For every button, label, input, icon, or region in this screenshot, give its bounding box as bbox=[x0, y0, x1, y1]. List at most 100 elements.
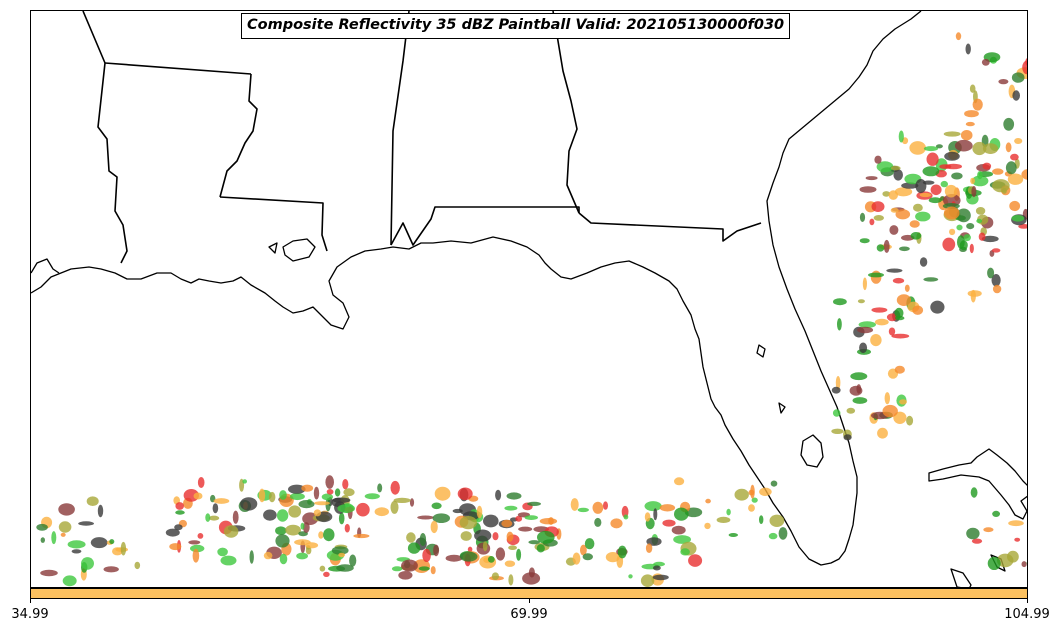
colorbar-tick-min bbox=[30, 599, 31, 603]
reflectivity-cell bbox=[482, 541, 488, 552]
reflectivity-cell bbox=[832, 409, 841, 417]
reflectivity-cell bbox=[951, 172, 963, 180]
reflectivity-cell bbox=[726, 508, 731, 516]
reflectivity-cell bbox=[987, 267, 995, 279]
reflectivity-cell bbox=[343, 488, 355, 497]
reflectivity-cell bbox=[90, 537, 108, 549]
reflectivity-cell bbox=[409, 498, 415, 507]
reflectivity-cell bbox=[175, 510, 185, 515]
reflectivity-cell bbox=[288, 484, 306, 494]
reflectivity-cell bbox=[594, 517, 602, 527]
reflectivity-cell bbox=[232, 510, 239, 524]
reflectivity-cell bbox=[314, 501, 330, 506]
reflectivity-cell bbox=[906, 415, 914, 426]
reflectivity-cell bbox=[506, 531, 514, 542]
reflectivity-cell bbox=[987, 556, 1001, 571]
colorbar-label-min: 34.99 bbox=[11, 607, 49, 622]
reflectivity-cell bbox=[580, 544, 587, 556]
reflectivity-cell bbox=[991, 274, 1001, 287]
reflectivity-cell bbox=[769, 514, 785, 527]
reflectivity-cell bbox=[205, 513, 211, 522]
reflectivity-cell bbox=[319, 565, 326, 572]
reflectivity-cell bbox=[998, 79, 1009, 85]
reflectivity-cell bbox=[930, 300, 945, 314]
reflectivity-cell bbox=[751, 497, 758, 503]
reflectivity-cell bbox=[734, 488, 749, 501]
reflectivity-cell bbox=[915, 179, 927, 193]
reflectivity-cell bbox=[992, 168, 1004, 175]
reflectivity-cell bbox=[862, 277, 868, 291]
reflectivity-cell bbox=[417, 515, 434, 520]
reflectivity-cell bbox=[326, 489, 334, 495]
map-canvas bbox=[31, 11, 1027, 587]
reflectivity-cell bbox=[190, 544, 205, 553]
reflectivity-cell bbox=[971, 538, 983, 544]
reflectivity-cell bbox=[1008, 520, 1024, 527]
reflectivity-cell bbox=[981, 235, 999, 243]
reflectivity-cell bbox=[406, 532, 416, 543]
reflectivity-cell bbox=[944, 184, 958, 198]
reflectivity-cell bbox=[890, 165, 901, 171]
reflectivity-cell bbox=[430, 566, 436, 575]
reflectivity-cell bbox=[460, 531, 472, 541]
reflectivity-cell bbox=[888, 190, 898, 200]
reflectivity-cell bbox=[321, 493, 334, 501]
reflectivity-cell bbox=[943, 206, 960, 220]
reflectivity-cell bbox=[344, 523, 350, 533]
reflectivity-cell bbox=[623, 514, 629, 520]
reflectivity-cell bbox=[970, 487, 978, 498]
reflectivity-cell bbox=[680, 548, 690, 556]
reflectivity-cell bbox=[964, 110, 979, 118]
reflectivity-cell bbox=[1014, 537, 1021, 542]
reflectivity-cell bbox=[338, 512, 345, 525]
reflectivity-cell bbox=[501, 519, 513, 528]
reflectivity-cell bbox=[393, 497, 411, 503]
coastline bbox=[31, 11, 1027, 587]
reflectivity-cell bbox=[390, 500, 399, 514]
reflectivity-cell bbox=[301, 484, 314, 492]
reflectivity-cell bbox=[673, 535, 691, 544]
reflectivity-cell bbox=[334, 488, 341, 497]
reflectivity-cell bbox=[570, 498, 579, 511]
reflectivity-cell bbox=[705, 498, 711, 504]
reflectivity-cell bbox=[188, 540, 201, 545]
reflectivity-cell bbox=[704, 522, 711, 530]
reflectivity-cell bbox=[981, 58, 990, 66]
reflectivity-cell bbox=[874, 318, 889, 326]
reflectivity-cell bbox=[263, 509, 277, 521]
reflectivity-cell bbox=[653, 565, 661, 571]
reflectivity-cell bbox=[60, 532, 66, 537]
reflectivity-cell bbox=[457, 487, 473, 501]
reflectivity-cell bbox=[770, 480, 778, 487]
reflectivity-cell bbox=[659, 504, 676, 512]
map-title: Composite Reflectivity 35 dBZ Paintball … bbox=[241, 13, 791, 39]
reflectivity-cell bbox=[610, 518, 623, 529]
reflectivity-cell bbox=[528, 540, 540, 545]
reflectivity-cell bbox=[882, 404, 898, 418]
reflectivity-cell bbox=[915, 211, 931, 222]
reflectivity-cell bbox=[930, 184, 942, 196]
reflectivity-cell bbox=[909, 141, 926, 155]
reflectivity-cell bbox=[1014, 138, 1023, 144]
reflectivity-cell bbox=[850, 372, 868, 381]
reflectivity-cell bbox=[390, 480, 400, 495]
reflectivity-cell bbox=[982, 162, 992, 170]
reflectivity-cell bbox=[279, 490, 287, 500]
reflectivity-cell bbox=[671, 525, 686, 535]
reflectivity-cell bbox=[882, 191, 891, 197]
reflectivity-cell bbox=[893, 411, 907, 424]
reflectivity-cell bbox=[652, 574, 669, 581]
reflectivity-cell bbox=[298, 500, 315, 509]
reflectivity-cell bbox=[508, 574, 514, 586]
reflectivity-cell bbox=[491, 572, 499, 580]
reflectivity-cell bbox=[377, 483, 383, 493]
reflectivity-cell bbox=[263, 551, 273, 560]
paintball-cells bbox=[36, 32, 1027, 587]
reflectivity-cell bbox=[134, 561, 141, 570]
reflectivity-cell bbox=[913, 203, 923, 212]
reflectivity-cell bbox=[112, 547, 123, 556]
reflectivity-cell bbox=[1003, 117, 1015, 131]
reflectivity-cell bbox=[548, 517, 554, 525]
reflectivity-cell bbox=[876, 161, 894, 173]
reflectivity-cell bbox=[895, 209, 911, 220]
